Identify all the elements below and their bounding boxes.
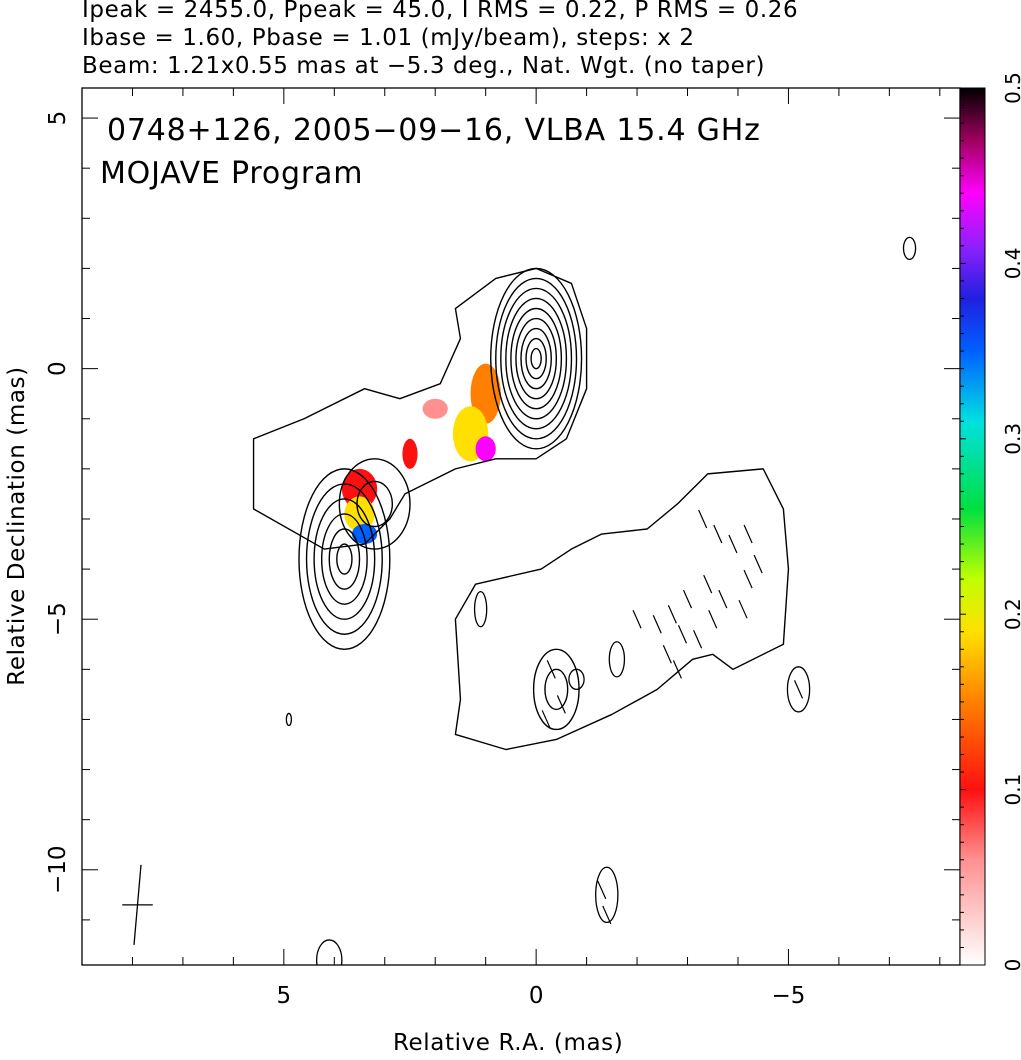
- contour-level: [320, 513, 368, 605]
- x-tick-label: 0: [529, 983, 544, 1009]
- colorbar-ticks: 0 0.1 0.2 0.3 0.4 0.5: [960, 72, 1021, 971]
- evpa-vector: [667, 604, 677, 624]
- polarization-patch: [341, 468, 378, 509]
- header-line-3: Beam: 1.21x0.55 mas at −5.3 deg., Nat. W…: [82, 53, 766, 79]
- evpa-vector: [718, 589, 728, 609]
- contour-island: [786, 666, 811, 713]
- polarization-patch: [495, 283, 577, 434]
- contour-island: [568, 668, 585, 691]
- contour-level: [338, 458, 411, 550]
- evpa-vector: [652, 614, 662, 634]
- contour-level: [510, 307, 563, 410]
- y-tick-label: −5: [45, 602, 71, 636]
- evpa-vector: [708, 609, 718, 629]
- evpa-vector: [662, 645, 672, 664]
- y-tick-label: −10: [45, 846, 71, 895]
- x-tick-label: −5: [771, 983, 805, 1009]
- evpa-vector: [713, 524, 723, 544]
- contour-island: [473, 590, 488, 628]
- contour-level: [336, 543, 353, 575]
- image-area: [122, 236, 917, 965]
- colorbar-tick-label: 0.2: [1001, 598, 1021, 630]
- polarization-patch: [470, 363, 501, 424]
- contour-level: [313, 498, 376, 620]
- colorbar-tick-label: 0.1: [1001, 774, 1021, 806]
- polarization-patch: [402, 438, 418, 469]
- colorbar-tick-label: 0: [1001, 959, 1021, 972]
- colorbar-tick-label: 0.3: [1001, 423, 1021, 455]
- evpa-vector: [597, 880, 607, 900]
- evpa-vector: [698, 509, 708, 529]
- evpa-vector: [743, 524, 753, 544]
- header-line-1: Ipeak = 2455.0, Ppeak = 45.0, I RMS = 0.…: [82, 0, 799, 23]
- contour-level: [500, 287, 573, 430]
- evpa-vector: [602, 905, 612, 925]
- plot-frame: [81, 87, 961, 966]
- outer-contour: [454, 468, 790, 751]
- contour-level: [298, 468, 391, 650]
- chart-title: 0748+126, 2005−09−16, VLBA 15.4 GHz: [107, 113, 761, 148]
- contour-level: [544, 668, 569, 711]
- evpa-vector: [728, 534, 738, 554]
- evpa-vector: [738, 599, 748, 619]
- evpa-vector: [632, 609, 642, 629]
- contour-island: [595, 866, 619, 924]
- evpa-vector: [703, 574, 713, 594]
- y-axis-label: Relative Declination (mas): [4, 366, 30, 685]
- evpa-vector: [793, 680, 804, 699]
- contour-level: [328, 528, 361, 590]
- contour-level: [515, 317, 558, 400]
- evpa-vector: [556, 695, 566, 714]
- chart-subtitle: MOJAVE Program: [100, 156, 363, 191]
- evpa-vector: [682, 589, 693, 609]
- contour-level: [520, 327, 552, 390]
- outer-contour: [252, 267, 588, 550]
- contour-level: [530, 347, 542, 370]
- evpa-vector: [546, 660, 556, 679]
- y-tick-label: 0: [45, 361, 71, 376]
- evpa-vector: [672, 660, 682, 679]
- contour-level: [495, 277, 578, 440]
- contour-island: [285, 712, 293, 727]
- x-axis-label: Relative R.A. (mas): [393, 1030, 624, 1056]
- polarization-patch: [475, 436, 496, 462]
- contour-level: [305, 483, 383, 635]
- evpa-vector: [743, 569, 753, 589]
- evpa-vector: [677, 625, 688, 644]
- contour-island: [608, 641, 626, 678]
- header-line-2: Ibase = 1.60, Pbase = 1.01 (mJy/beam), s…: [82, 25, 695, 51]
- evpa-vector: [693, 630, 703, 649]
- polarization-patch: [422, 398, 448, 419]
- evpa-vector: [753, 554, 763, 574]
- contour-level: [356, 480, 394, 528]
- evpa-vector: [541, 710, 551, 729]
- colorbar-tick-label: 0.4: [1001, 247, 1021, 279]
- contour-level: [525, 337, 547, 380]
- contour-island: [315, 939, 343, 965]
- contour-island: [902, 236, 917, 261]
- axis-ticks: 5 0 −5 5 0 −5 −10: [45, 88, 960, 1009]
- contour-level: [505, 297, 568, 420]
- y-tick-label: 5: [45, 111, 71, 126]
- x-tick-label: 5: [277, 983, 292, 1009]
- contour-level: [532, 648, 580, 731]
- colorbar-tick-label: 0.5: [1001, 72, 1021, 104]
